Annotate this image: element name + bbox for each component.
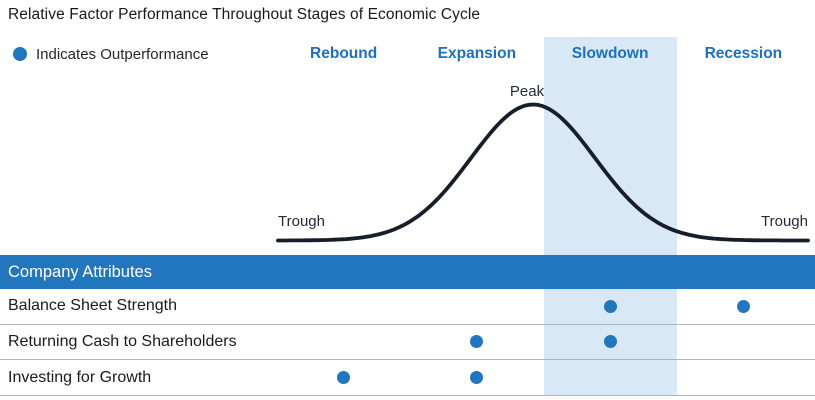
trough-left-label: Trough [278,213,325,230]
table-header-label: Company Attributes [8,262,152,281]
table-row: Returning Cash to Shareholders [0,325,815,361]
stage-header-row: Indicates Outperformance Rebound Expansio… [0,42,815,66]
trough-right-label: Trough [761,213,808,230]
outperformance-dot-icon [13,47,27,61]
cell-expansion [410,371,543,385]
outperformance-dot-icon [337,371,351,385]
peak-label: Peak [509,83,545,100]
stage-label-slowdown: Slowdown [571,45,649,62]
stage-label-recession: Recession [704,45,783,62]
row-label: Investing for Growth [8,368,152,386]
outperformance-dot-icon [470,371,484,385]
stage-label-expansion: Expansion [437,45,517,62]
legend: Indicates Outperformance [0,46,277,63]
outperformance-dot-icon [603,299,617,313]
attributes-table: Balance Sheet Strength Returning Cash to … [0,289,815,396]
row-label: Balance Sheet Strength [8,297,178,315]
cell-expansion [410,335,543,349]
outperformance-dot-icon [603,335,617,349]
stage-label-rebound: Rebound [310,45,378,62]
row-label: Returning Cash to Shareholders [8,332,237,350]
cell-slowdown [544,299,677,313]
table-header: Company Attributes [0,255,815,289]
legend-label: Indicates Outperformance [36,45,209,63]
cell-rebound [277,371,410,385]
table-row: Investing for Growth [0,360,815,396]
table-row: Balance Sheet Strength [0,289,815,325]
cell-recession [677,299,810,313]
page-title: Relative Factor Performance Throughout S… [8,6,481,23]
outperformance-dot-icon [470,335,484,349]
cell-slowdown [544,335,677,349]
outperformance-dot-icon [736,299,750,313]
